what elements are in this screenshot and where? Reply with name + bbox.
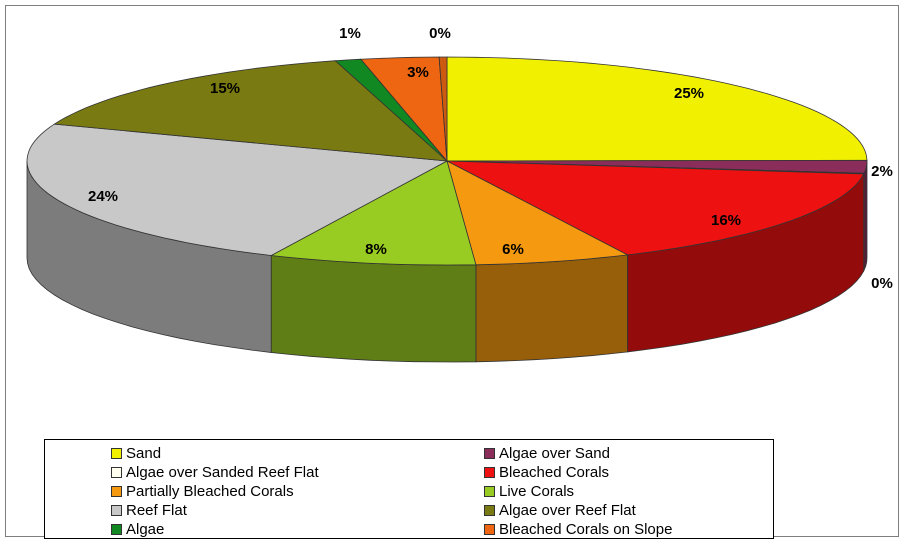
pie-label-7: 15% bbox=[210, 80, 240, 97]
pie-label-4: 6% bbox=[502, 241, 524, 258]
legend-swatch bbox=[111, 447, 122, 459]
pie-label-1: 2% bbox=[871, 163, 893, 180]
pie-label-6: 24% bbox=[88, 188, 118, 205]
legend-swatch bbox=[111, 504, 122, 516]
legend-swatch bbox=[484, 485, 495, 497]
legend-label: Algae bbox=[126, 520, 165, 538]
pie-side-1 bbox=[863, 160, 868, 271]
chart-frame: 25% 2% 0% 16% 6% 8% 24% 15% 1% 3% 0% Sand Algae ove… bbox=[5, 5, 899, 539]
legend-item: Bleached Corals on Slope bbox=[484, 519, 672, 539]
legend-label: Live Corals bbox=[499, 482, 575, 500]
legend-swatch bbox=[111, 466, 122, 478]
legend-item: Algae over Sand bbox=[484, 443, 610, 463]
pie-label-2: 0% bbox=[871, 275, 893, 292]
pie-label-8: 1% bbox=[339, 25, 361, 42]
pie-label-0: 25% bbox=[674, 85, 704, 102]
legend-swatch bbox=[484, 523, 495, 535]
pie-label-9: 3% bbox=[407, 64, 429, 81]
pie-slice-10 bbox=[438, 56, 448, 162]
legend-label: Bleached Corals on Slope bbox=[499, 520, 673, 538]
pie-slice-6 bbox=[26, 123, 449, 256]
legend-item: Bleached Corals bbox=[484, 462, 609, 482]
legend-item: Algae bbox=[111, 519, 164, 539]
legend-label: Algae over Sand bbox=[499, 444, 610, 462]
pie-slice-5 bbox=[269, 160, 477, 266]
legend-item: Partially Bleached Corals bbox=[111, 481, 294, 501]
legend-label: Reef Flat bbox=[126, 501, 187, 519]
chart-legend: Sand Algae over Sand Algae over Sanded Ree… bbox=[44, 439, 774, 539]
legend-label: Algae over Reef Flat bbox=[499, 501, 636, 519]
legend-label: Algae over Sanded Reef Flat bbox=[126, 463, 319, 481]
pie-side-5 bbox=[270, 255, 477, 363]
pie-slice-3 bbox=[446, 160, 865, 256]
pie-slice-9 bbox=[360, 56, 448, 163]
legend-label: Partially Bleached Corals bbox=[126, 482, 294, 500]
pie-side-4 bbox=[475, 254, 628, 363]
legend-swatch bbox=[484, 447, 495, 459]
pie-slice-0 bbox=[446, 56, 868, 162]
legend-item: Algae over Sanded Reef Flat bbox=[111, 462, 319, 482]
legend-item: Algae over Reef Flat bbox=[484, 500, 636, 520]
pie-label-3: 16% bbox=[711, 212, 741, 229]
pie-label-10: 0% bbox=[429, 25, 451, 42]
pie-chart: 25% 2% 0% 16% 6% 8% 24% 15% 1% 3% 0% bbox=[26, 25, 893, 363]
legend-item: Reef Flat bbox=[111, 500, 187, 520]
pie-label-5: 8% bbox=[365, 241, 387, 258]
legend-item: Live Corals bbox=[484, 481, 574, 501]
pie-slice-7 bbox=[53, 60, 449, 162]
legend-item: Sand bbox=[111, 443, 161, 463]
legend-swatch bbox=[484, 504, 495, 516]
legend-label: Sand bbox=[126, 444, 162, 462]
legend-swatch bbox=[111, 523, 122, 535]
legend-swatch bbox=[484, 466, 495, 478]
legend-label: Bleached Corals bbox=[499, 463, 610, 481]
legend-swatch bbox=[111, 485, 122, 497]
pie-slice-4 bbox=[446, 160, 629, 266]
